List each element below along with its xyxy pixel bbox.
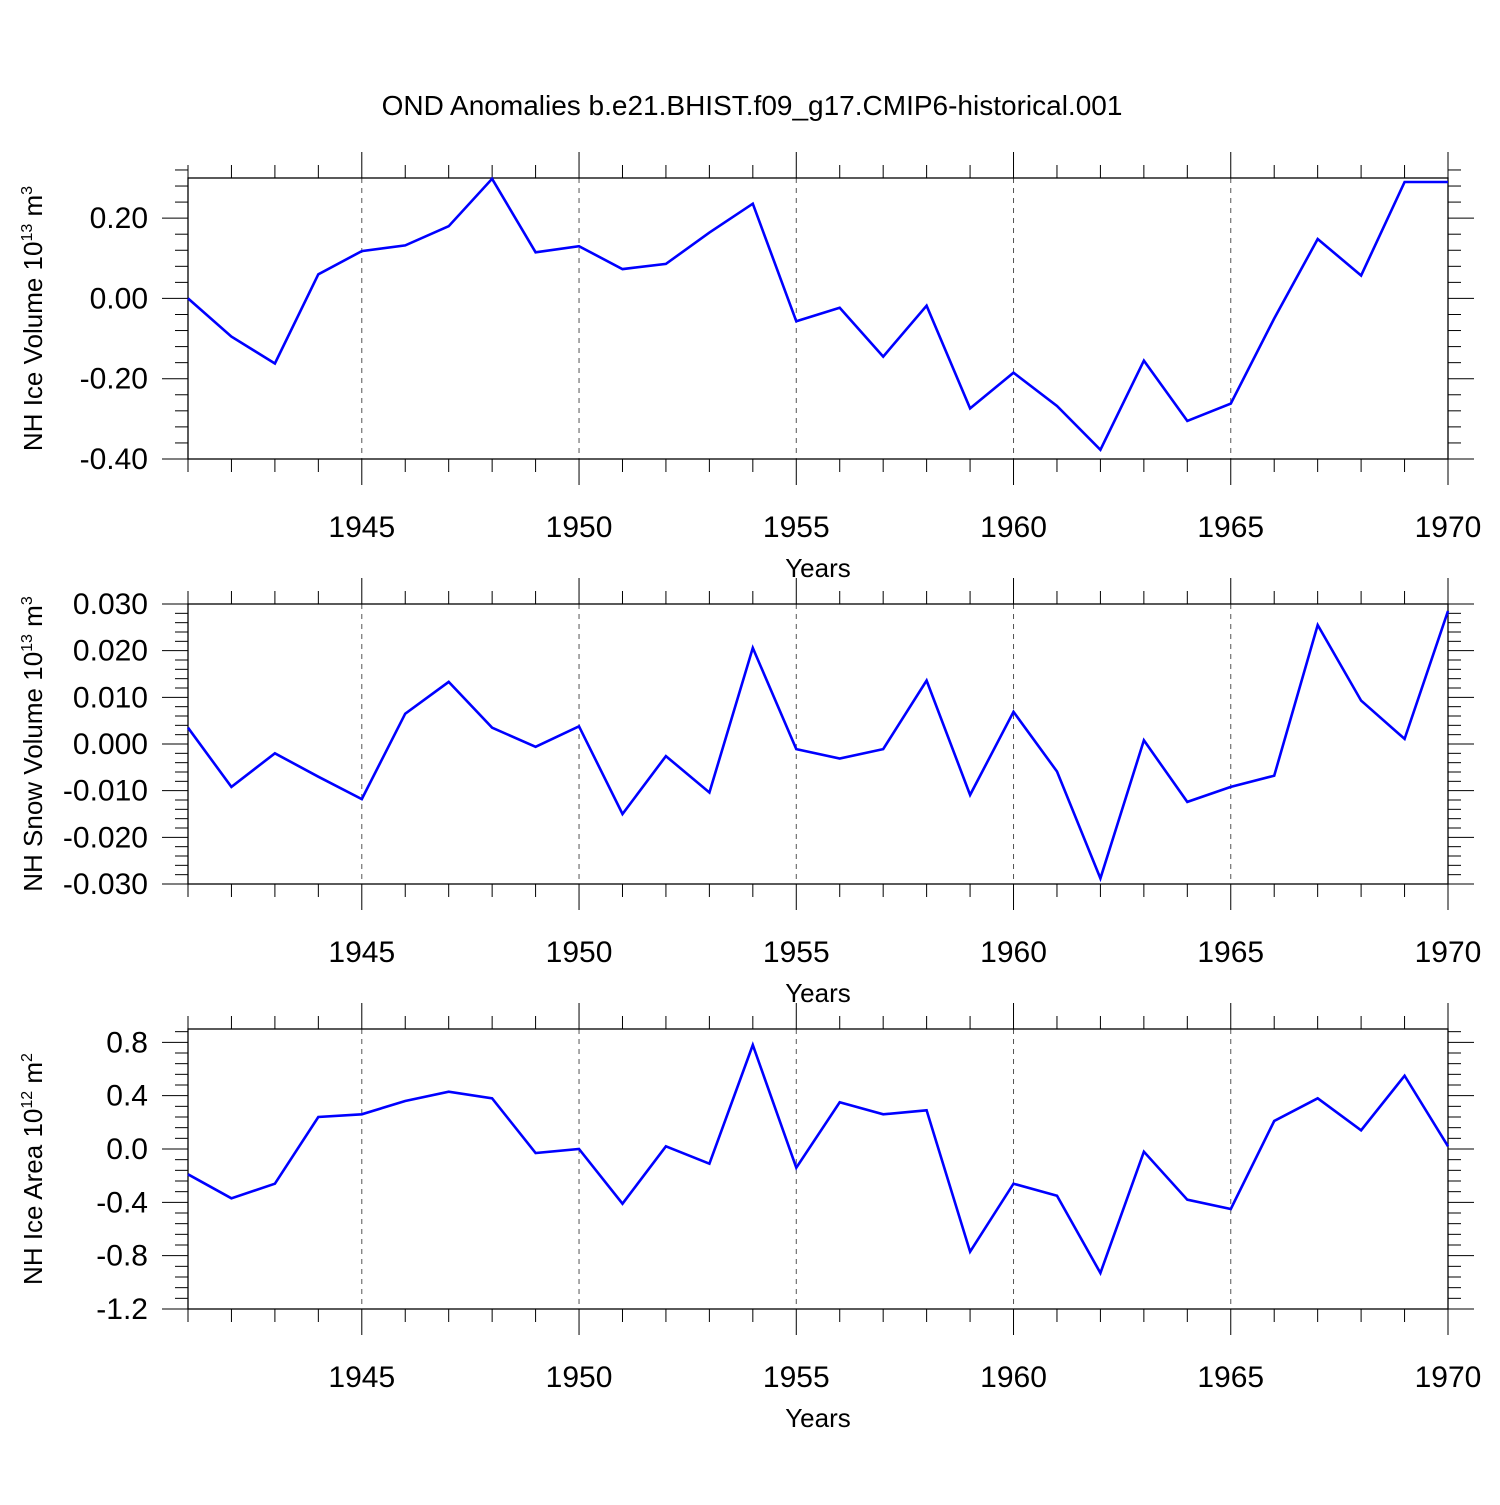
y-label-unit: m — [18, 1062, 48, 1091]
panel-1: -0.40 -0.20 0.00 0.20 1945 1950 1955 1960 1965 19… — [18, 152, 1481, 583]
x-tick-label: 1955 — [763, 511, 830, 544]
y-label-text: NH Ice Area 10 — [18, 1109, 48, 1285]
y-label-exponent: 13 — [19, 634, 36, 652]
y-axis-label: NH Ice Area 1012 m2 — [18, 1053, 48, 1285]
panel-3: -1.2 -0.8 -0.4 0.0 0.4 0.8 1945 1950 1955 1960 196… — [18, 1003, 1481, 1433]
y-tick-label: 0.010 — [73, 681, 148, 714]
y-tick-label: -0.4 — [96, 1186, 148, 1219]
y-label-text: NH Ice Volume 10 — [18, 242, 48, 452]
panel-2: -0.030 -0.020 -0.010 0.000 0.010 0.020 0.030 19… — [18, 578, 1481, 1008]
figure-title: OND Anomalies b.e21.BHIST.f09_g17.CMIP6-… — [382, 90, 1123, 121]
y-tick-label: -0.40 — [80, 443, 148, 476]
y-label-unit-exponent: 3 — [19, 186, 36, 195]
y-tick-label: -0.020 — [63, 821, 148, 854]
x-tick-label: 1955 — [763, 936, 830, 969]
y-tick-label: 0.030 — [73, 588, 148, 621]
x-tick-label: 1965 — [1197, 511, 1264, 544]
x-axis-label: Years — [785, 1403, 851, 1433]
y-label-text: NH Snow Volume 10 — [18, 652, 48, 892]
y-label-unit-exponent: 3 — [19, 596, 36, 605]
x-tick-label: 1960 — [980, 936, 1047, 969]
x-tick-label: 1950 — [546, 936, 613, 969]
x-tick-label: 1970 — [1415, 1361, 1482, 1394]
plot-frame — [187, 177, 1449, 460]
x-tick-label: 1945 — [328, 511, 395, 544]
y-label-unit-exponent: 2 — [19, 1053, 36, 1062]
y-tick-label: -0.010 — [63, 775, 148, 808]
x-tick-label: 1950 — [546, 511, 613, 544]
series-line — [186, 610, 1450, 883]
y-label-unit: m — [18, 605, 48, 634]
series-line — [187, 1041, 1450, 1277]
y-axis-label: NH Snow Volume 1013 m3 — [18, 596, 48, 892]
x-tick-label: 1970 — [1415, 511, 1482, 544]
x-tick-label: 1945 — [328, 1361, 395, 1394]
y-tick-label: 0.00 — [90, 282, 148, 315]
plot-frame — [187, 603, 1449, 885]
panels: -0.40 -0.20 0.00 0.20 1945 1950 1955 1960 1965 19… — [18, 152, 1481, 1433]
x-tick-label: 1955 — [763, 1361, 830, 1394]
y-tick-label: 0.20 — [90, 202, 148, 235]
series-line — [187, 176, 1448, 453]
y-tick-label: -0.8 — [96, 1240, 148, 1273]
plot-frame — [187, 1028, 1449, 1310]
x-tick-label: 1950 — [546, 1361, 613, 1394]
y-label-exponent: 12 — [19, 1091, 36, 1109]
x-tick-label: 1960 — [980, 511, 1047, 544]
y-tick-label: 0.4 — [106, 1080, 148, 1113]
y-label-unit: m — [18, 195, 48, 224]
x-tick-label: 1965 — [1197, 936, 1264, 969]
y-tick-label: -0.20 — [80, 363, 148, 396]
y-label-exponent: 13 — [19, 224, 36, 242]
x-tick-label: 1945 — [328, 936, 395, 969]
y-tick-label: 0.8 — [106, 1026, 148, 1059]
x-axis-label: Years — [785, 553, 851, 583]
y-tick-label: -1.2 — [96, 1293, 148, 1326]
x-tick-label: 1965 — [1197, 1361, 1264, 1394]
y-axis-label: NH Ice Volume 1013 m3 — [18, 186, 48, 451]
y-tick-label: -0.030 — [63, 868, 148, 901]
y-tick-label: 0.020 — [73, 635, 148, 668]
y-tick-label: 0.0 — [106, 1133, 148, 1166]
y-tick-label: 0.000 — [73, 728, 148, 761]
x-tick-label: 1960 — [980, 1361, 1047, 1394]
x-axis-label: Years — [785, 978, 851, 1008]
x-tick-label: 1970 — [1415, 936, 1482, 969]
